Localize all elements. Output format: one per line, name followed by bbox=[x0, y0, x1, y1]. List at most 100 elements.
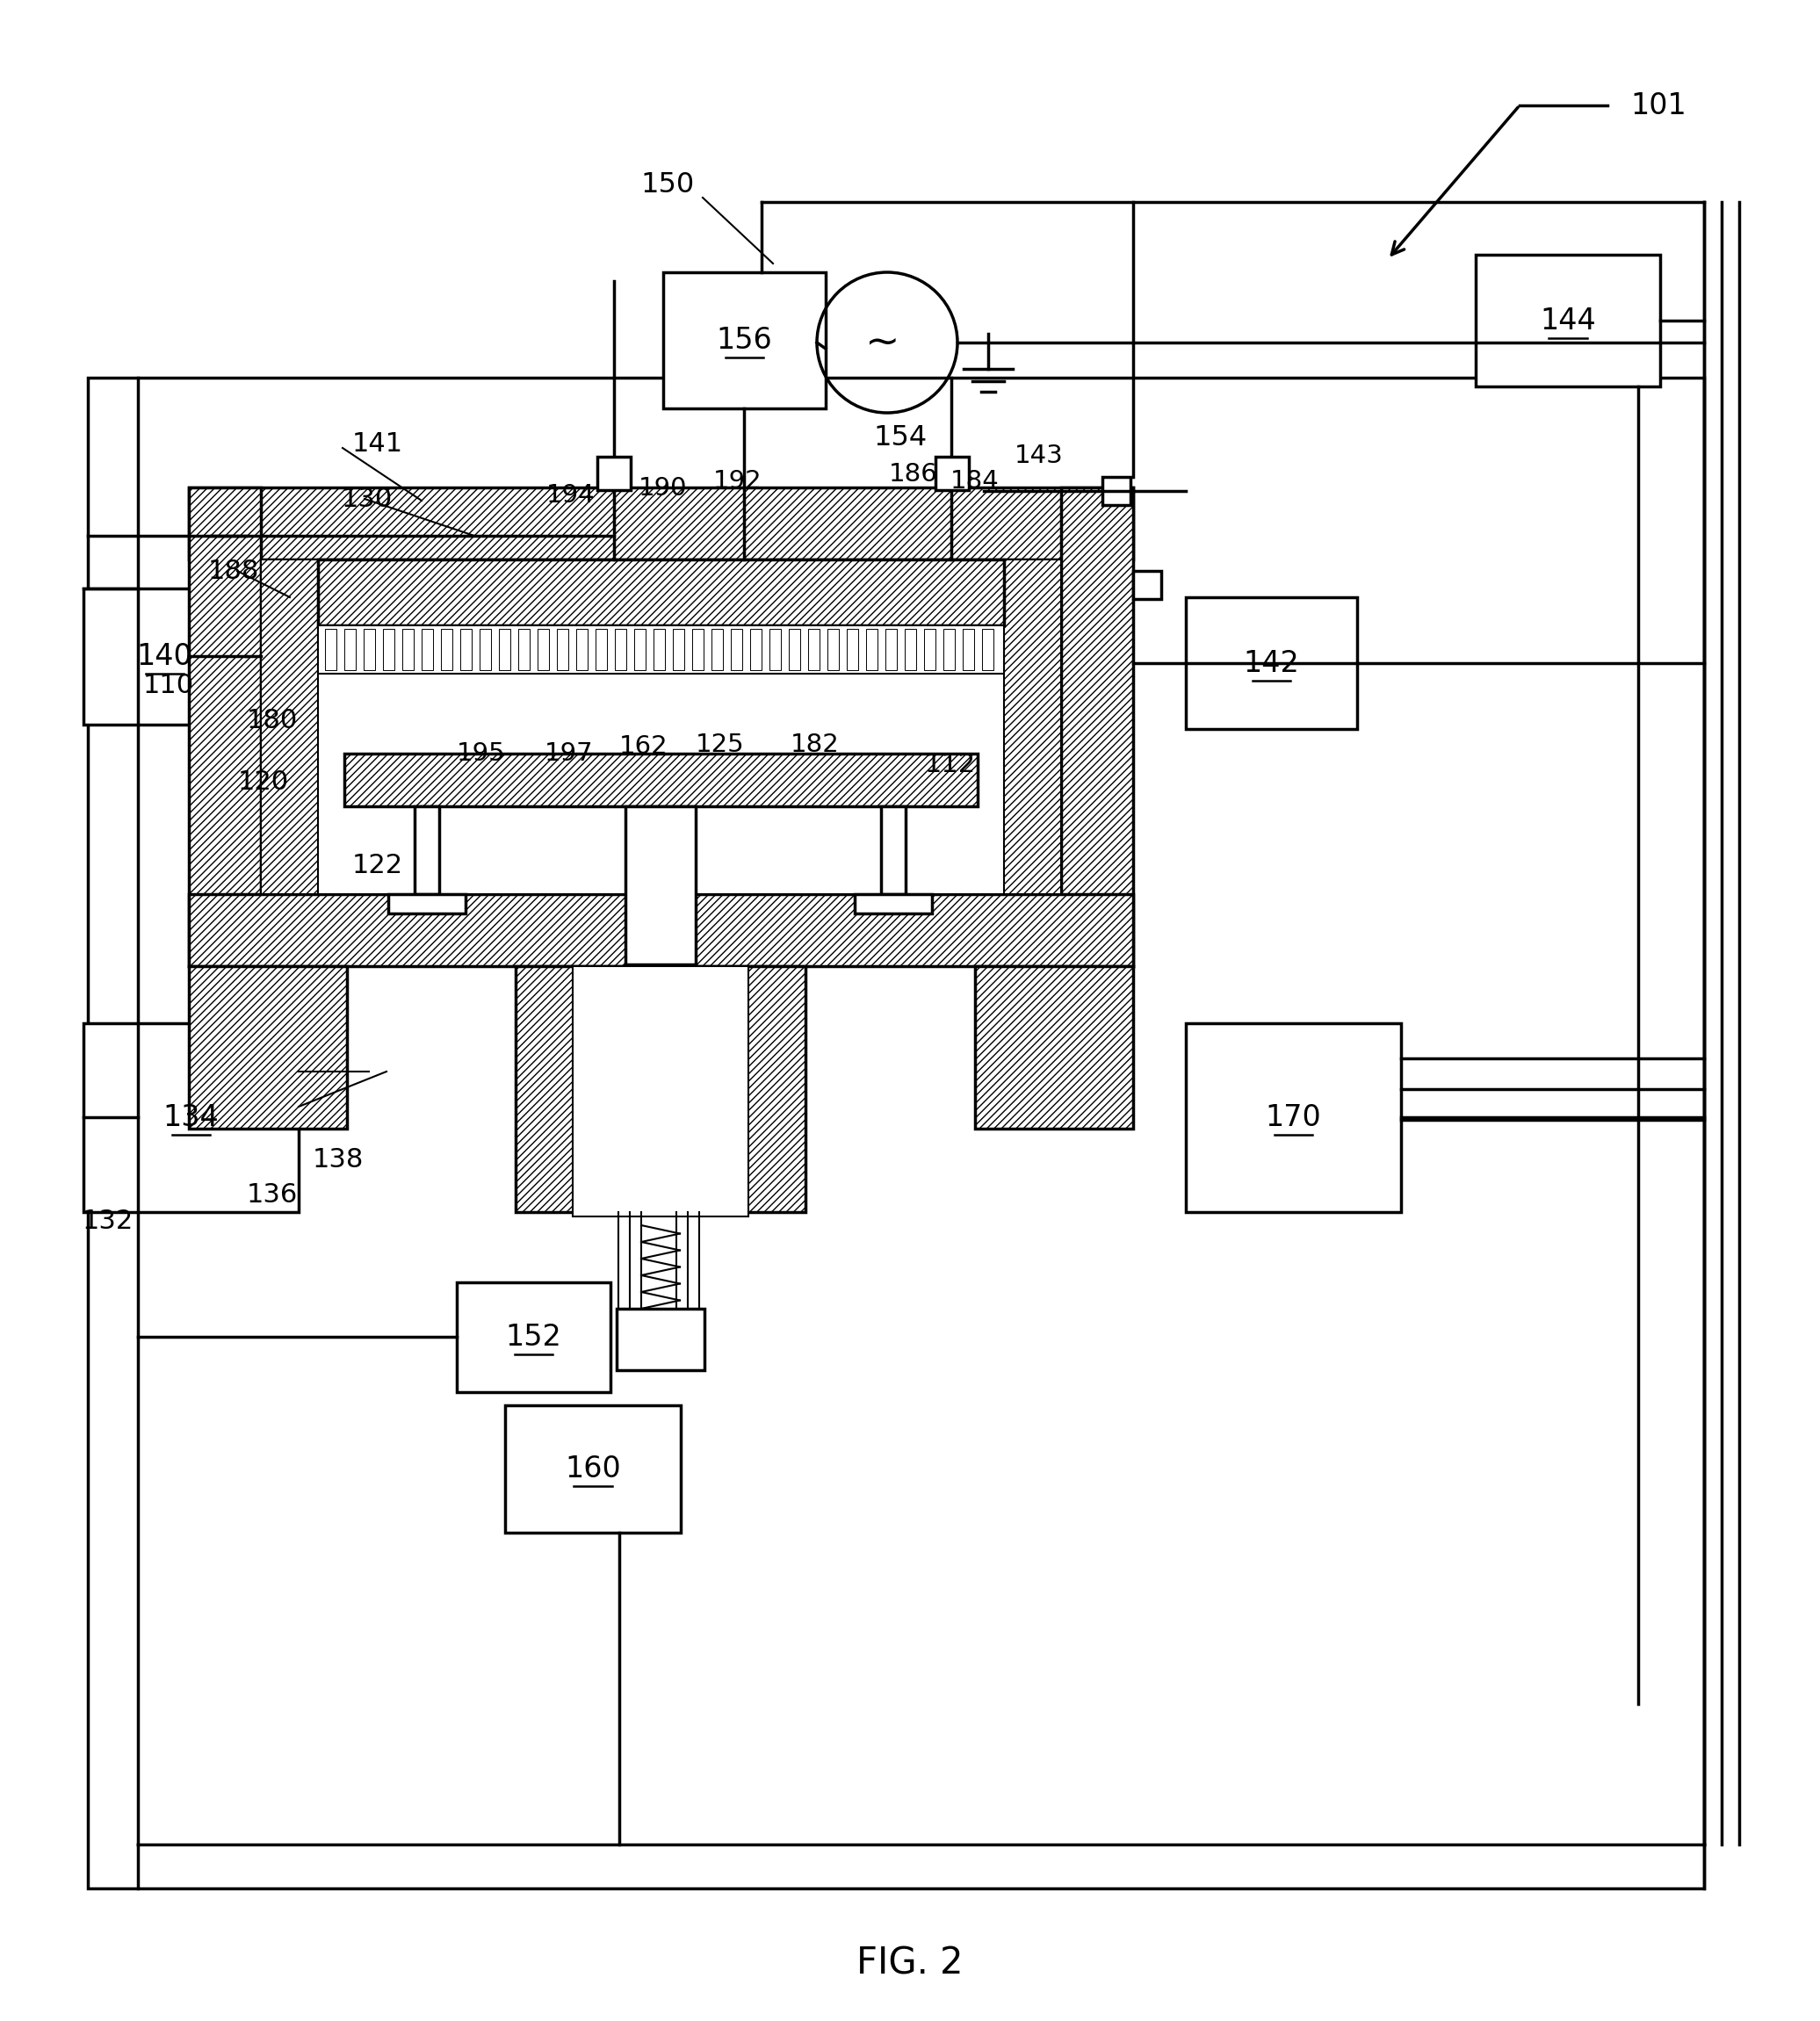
Bar bbox=[1005, 560, 1061, 893]
Text: 195: 195 bbox=[457, 742, 506, 766]
Bar bbox=[557, 629, 568, 671]
Bar bbox=[519, 629, 530, 671]
Bar bbox=[573, 966, 748, 1217]
Text: 186: 186 bbox=[888, 463, 937, 487]
Bar bbox=[402, 629, 413, 671]
Bar bbox=[189, 966, 348, 1128]
Bar bbox=[653, 629, 664, 671]
Text: 132: 132 bbox=[82, 1209, 133, 1233]
Bar bbox=[440, 629, 453, 671]
Bar bbox=[499, 629, 510, 671]
Text: 150: 150 bbox=[641, 172, 695, 198]
Bar bbox=[382, 629, 395, 671]
Text: 136: 136 bbox=[248, 1182, 298, 1207]
Text: 182: 182 bbox=[790, 732, 839, 758]
Text: FIG. 2: FIG. 2 bbox=[857, 1944, 963, 1981]
Bar bbox=[189, 487, 260, 966]
Bar bbox=[662, 273, 826, 408]
Text: 140: 140 bbox=[136, 643, 193, 671]
Bar bbox=[326, 629, 337, 671]
Bar bbox=[750, 629, 761, 671]
Bar bbox=[84, 588, 246, 726]
Text: 184: 184 bbox=[950, 469, 999, 493]
Bar bbox=[855, 893, 932, 913]
Text: 194: 194 bbox=[546, 483, 595, 507]
Bar bbox=[935, 457, 968, 491]
Bar bbox=[828, 629, 839, 671]
Text: 143: 143 bbox=[1014, 443, 1063, 469]
Text: ~: ~ bbox=[864, 323, 901, 362]
Bar bbox=[905, 629, 915, 671]
Text: 162: 162 bbox=[619, 734, 668, 758]
Bar bbox=[388, 893, 466, 913]
Text: 190: 190 bbox=[639, 477, 688, 501]
Bar bbox=[595, 629, 606, 671]
Bar bbox=[260, 560, 1061, 893]
Text: 134: 134 bbox=[164, 1103, 218, 1132]
Bar bbox=[344, 629, 355, 671]
Bar bbox=[673, 629, 684, 671]
Bar bbox=[732, 629, 743, 671]
Bar bbox=[84, 1023, 298, 1213]
Bar bbox=[617, 1310, 704, 1370]
Bar bbox=[615, 629, 626, 671]
Bar bbox=[963, 629, 974, 671]
Bar bbox=[344, 754, 977, 806]
Bar bbox=[692, 629, 704, 671]
Bar bbox=[808, 629, 819, 671]
Bar bbox=[885, 629, 897, 671]
Bar bbox=[1187, 1023, 1401, 1213]
Text: 144: 144 bbox=[1540, 305, 1596, 335]
Bar bbox=[633, 629, 646, 671]
Text: 180: 180 bbox=[248, 707, 298, 734]
Text: 110: 110 bbox=[144, 673, 195, 697]
Bar bbox=[415, 806, 439, 893]
Bar bbox=[712, 629, 723, 671]
Bar bbox=[626, 806, 695, 964]
Bar bbox=[457, 1283, 610, 1392]
Bar bbox=[189, 893, 1134, 966]
Bar bbox=[364, 629, 375, 671]
Bar bbox=[881, 806, 906, 893]
Bar bbox=[422, 629, 433, 671]
Text: 142: 142 bbox=[1243, 649, 1299, 677]
Bar bbox=[515, 966, 806, 1213]
Bar bbox=[318, 560, 1005, 624]
Text: 197: 197 bbox=[544, 742, 593, 766]
Text: 122: 122 bbox=[353, 853, 404, 877]
Bar bbox=[1187, 598, 1358, 730]
Bar bbox=[318, 624, 1005, 673]
Text: 101: 101 bbox=[1631, 91, 1687, 119]
Bar bbox=[846, 629, 859, 671]
Text: 154: 154 bbox=[874, 424, 926, 451]
Text: 170: 170 bbox=[1265, 1103, 1321, 1132]
Text: 130: 130 bbox=[342, 487, 393, 511]
Bar bbox=[597, 457, 632, 491]
Bar bbox=[788, 629, 801, 671]
Bar bbox=[983, 629, 994, 671]
Bar bbox=[1476, 255, 1660, 386]
Bar bbox=[866, 629, 877, 671]
Text: 138: 138 bbox=[313, 1146, 364, 1172]
Text: 192: 192 bbox=[713, 469, 763, 493]
Bar bbox=[506, 1405, 681, 1532]
Text: 152: 152 bbox=[506, 1322, 562, 1352]
Bar bbox=[925, 629, 935, 671]
Text: 120: 120 bbox=[238, 768, 289, 794]
Bar bbox=[480, 629, 491, 671]
Text: 156: 156 bbox=[717, 325, 772, 356]
Bar bbox=[770, 629, 781, 671]
Bar bbox=[577, 629, 588, 671]
Bar bbox=[1061, 487, 1134, 966]
Text: 112: 112 bbox=[925, 752, 976, 776]
Bar bbox=[189, 487, 1134, 560]
Bar bbox=[87, 378, 1704, 1888]
Bar bbox=[537, 629, 550, 671]
Text: 188: 188 bbox=[207, 558, 258, 584]
Bar bbox=[460, 629, 471, 671]
Text: 141: 141 bbox=[353, 430, 404, 457]
Bar bbox=[943, 629, 956, 671]
Bar bbox=[260, 560, 318, 893]
Bar bbox=[976, 966, 1134, 1128]
Bar bbox=[1134, 570, 1161, 598]
